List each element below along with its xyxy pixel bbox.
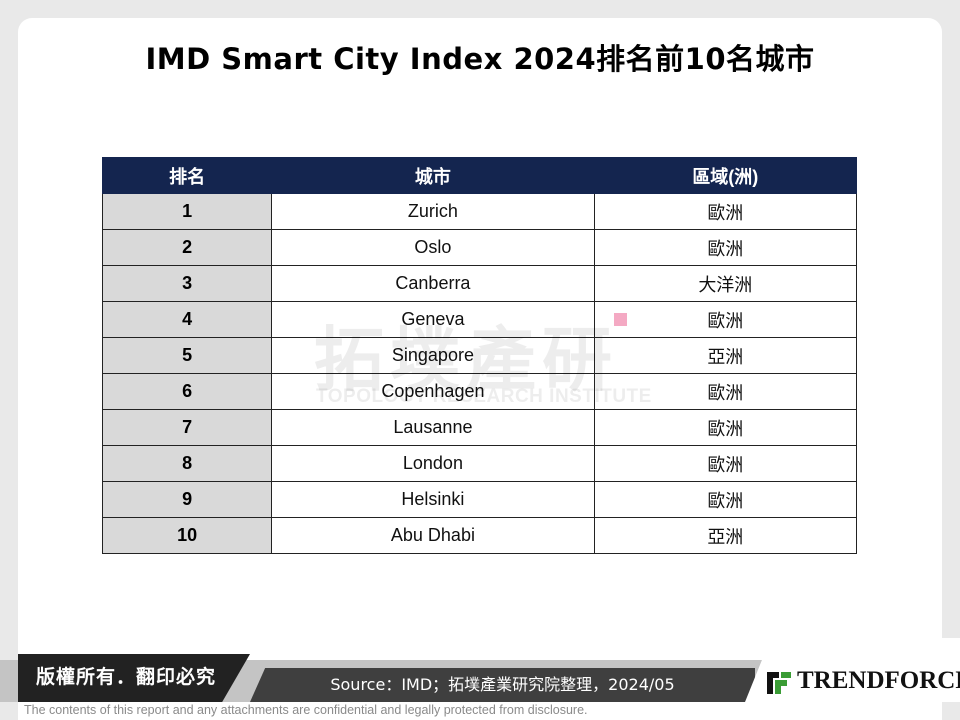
region-cell: 亞洲 bbox=[593, 337, 858, 374]
table-row: 3 Canberra 大洋洲 bbox=[101, 265, 858, 302]
source-note: Source：IMD；拓墣產業研究院整理，2024/05 bbox=[250, 668, 755, 702]
region-cell: 歐洲 bbox=[593, 301, 858, 338]
table-row: 8 London 歐洲 bbox=[101, 445, 858, 482]
pink-square-marker bbox=[614, 313, 627, 326]
table-row: 10 Abu Dhabi 亞洲 bbox=[101, 517, 858, 554]
table-row: 5 Singapore 亞洲 bbox=[101, 337, 858, 374]
table-row: 2 Oslo 歐洲 bbox=[101, 229, 858, 266]
confidentiality-disclaimer: The contents of this report and any atta… bbox=[24, 703, 588, 717]
header-city: 城市 bbox=[271, 157, 595, 194]
rank-cell: 2 bbox=[101, 229, 273, 266]
region-cell: 亞洲 bbox=[593, 517, 858, 554]
header-region: 區域(洲) bbox=[593, 157, 858, 194]
region-cell: 歐洲 bbox=[593, 193, 858, 230]
region-cell: 歐洲 bbox=[593, 373, 858, 410]
city-cell: Copenhagen bbox=[271, 373, 595, 410]
rank-cell: 5 bbox=[101, 337, 273, 374]
city-cell: Helsinki bbox=[271, 481, 595, 518]
rank-cell: 9 bbox=[101, 481, 273, 518]
rank-cell: 4 bbox=[101, 301, 273, 338]
city-cell: Lausanne bbox=[271, 409, 595, 446]
rank-cell: 6 bbox=[101, 373, 273, 410]
city-cell: Abu Dhabi bbox=[271, 517, 595, 554]
ranking-table: 排名 城市 區域(洲) 1 Zurich 歐洲 2 Oslo 歐洲 3 Canb… bbox=[101, 157, 858, 554]
region-cell: 大洋洲 bbox=[593, 265, 858, 302]
trendforce-logo-text: TRENDFORCE bbox=[797, 667, 960, 694]
table-header-row: 排名 城市 區域(洲) bbox=[101, 157, 858, 194]
region-cell: 歐洲 bbox=[593, 481, 858, 518]
rank-cell: 3 bbox=[101, 265, 273, 302]
rank-cell: 8 bbox=[101, 445, 273, 482]
city-cell: Canberra bbox=[271, 265, 595, 302]
region-cell: 歐洲 bbox=[593, 445, 858, 482]
table-row: 1 Zurich 歐洲 bbox=[101, 193, 858, 230]
page-title: IMD Smart City Index 2024排名前10名城市 bbox=[145, 42, 815, 76]
region-cell: 歐洲 bbox=[593, 229, 858, 266]
table-row: 7 Lausanne 歐洲 bbox=[101, 409, 858, 446]
table-row: 6 Copenhagen 歐洲 bbox=[101, 373, 858, 410]
trendforce-logo-icon bbox=[767, 672, 791, 694]
city-cell: Singapore bbox=[271, 337, 595, 374]
city-cell: Zurich bbox=[271, 193, 595, 230]
rank-cell: 7 bbox=[101, 409, 273, 446]
city-cell: London bbox=[271, 445, 595, 482]
rank-cell: 1 bbox=[101, 193, 273, 230]
city-cell: Geneva bbox=[271, 301, 595, 338]
rank-cell: 10 bbox=[101, 517, 273, 554]
table-row: 4 Geneva 歐洲 bbox=[101, 301, 858, 338]
table-row: 9 Helsinki 歐洲 bbox=[101, 481, 858, 518]
region-cell: 歐洲 bbox=[593, 409, 858, 446]
header-rank: 排名 bbox=[101, 157, 273, 194]
copyright-label: 版權所有．翻印必究 bbox=[18, 654, 250, 702]
city-cell: Oslo bbox=[271, 229, 595, 266]
